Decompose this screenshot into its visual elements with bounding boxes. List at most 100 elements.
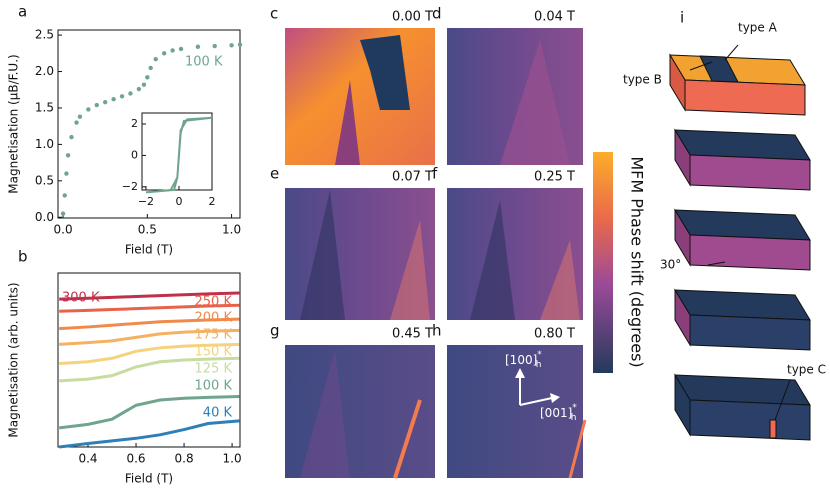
point	[229, 43, 234, 48]
pointer	[724, 44, 739, 61]
series-label: 100 K	[185, 55, 223, 70]
colorbar	[593, 152, 613, 373]
series-label: 300 K	[62, 291, 100, 306]
arrow-head	[550, 393, 560, 403]
point	[145, 75, 150, 80]
domain	[540, 240, 580, 320]
panel-letter: a	[18, 3, 27, 21]
mfm-images: MFM Phase shift (degrees)	[285, 28, 647, 479]
series-line	[59, 291, 240, 301]
point	[60, 211, 66, 216]
point	[62, 193, 67, 198]
point	[94, 102, 99, 108]
x-tick-label: 0	[175, 195, 182, 208]
point	[64, 171, 69, 176]
diagram: i type A type B 30° type C	[623, 9, 826, 441]
panel-letter: b	[18, 248, 28, 266]
point	[178, 46, 184, 52]
point	[141, 82, 147, 87]
domain	[360, 35, 410, 110]
point	[161, 51, 167, 56]
point	[148, 65, 153, 71]
series-label: 40 K	[203, 406, 233, 421]
field-label: 0.00 T	[392, 10, 433, 25]
x-tick-label: 0.4	[78, 452, 97, 466]
x-tick-label: 1.0	[222, 223, 241, 237]
x-tick-label: 1.0	[223, 452, 242, 466]
series-line	[59, 356, 240, 383]
y-tick-label: 2	[131, 117, 138, 130]
point	[86, 107, 91, 112]
panel-letter: i	[680, 9, 684, 27]
domain-wall	[393, 399, 422, 479]
y-tick-label: 1.0	[35, 137, 54, 151]
direction-label: [100]* h	[505, 350, 542, 370]
series-line	[59, 317, 240, 331]
series-line	[59, 419, 240, 449]
series-line	[59, 328, 240, 346]
point	[119, 94, 125, 99]
domain	[500, 40, 570, 165]
pointer	[707, 261, 726, 266]
point	[69, 134, 74, 140]
x-tick-label: 0.0	[54, 223, 73, 237]
series-line	[59, 395, 240, 430]
field-label: 0.04 T	[534, 10, 575, 25]
point	[77, 114, 83, 119]
x-axis-label: Field (T)	[125, 243, 173, 257]
direction-text: [100]	[505, 353, 537, 367]
panel-letter: d	[432, 5, 442, 23]
arrow-head	[515, 368, 525, 378]
series-label: 200 K	[195, 311, 233, 326]
point	[74, 120, 79, 125]
x-tick-label: −2	[138, 195, 154, 208]
diagram-label: 30°	[660, 258, 681, 272]
point	[65, 153, 71, 158]
point	[153, 56, 158, 62]
point	[195, 44, 201, 49]
field-label: 0.25 T	[534, 170, 575, 185]
direction-sub: h	[536, 360, 542, 370]
diagram-label: type A	[738, 21, 778, 35]
point	[212, 43, 217, 49]
y-axis-label: Magnetisation (μB/F.U.)	[7, 54, 21, 193]
y-tick-label: 0.5	[35, 173, 54, 187]
point	[111, 97, 116, 102]
direction-sup: *	[537, 350, 542, 360]
direction-text: [001]	[540, 406, 572, 420]
mfm-image	[285, 28, 435, 165]
panel-letter: h	[432, 322, 442, 340]
series-label: 125 K	[195, 362, 233, 377]
panel-letter: g	[270, 322, 280, 340]
series-line	[59, 303, 240, 313]
x-tick-label: 0.8	[175, 452, 194, 466]
direction-label: [001]* h	[540, 403, 577, 423]
point	[128, 91, 133, 96]
series-label: 250 K	[195, 295, 233, 310]
x-tick-label: 0.6	[126, 452, 145, 466]
y-tick-label: −2	[122, 180, 138, 193]
y-tick-label: 2.5	[35, 28, 54, 42]
domain	[300, 350, 350, 478]
point	[102, 99, 108, 105]
point	[170, 48, 175, 53]
y-axis-label: Magnetisation (arb. units)	[7, 282, 21, 437]
y-tick-label: 2.0	[35, 64, 54, 78]
panel-letter: e	[270, 165, 279, 183]
pointer	[689, 61, 713, 71]
x-tick-label: 2	[209, 195, 216, 208]
point	[237, 42, 243, 47]
panel-letter: c	[270, 5, 278, 23]
x-tick-label: 0.5	[138, 223, 157, 237]
mfm-image	[447, 345, 583, 478]
panel-letter: f	[432, 165, 438, 183]
domain	[300, 190, 345, 320]
diagram-label: type C	[787, 363, 826, 377]
field-label: 0.45 T	[392, 327, 433, 342]
domain	[390, 220, 430, 320]
direction-sub: h	[571, 413, 577, 423]
domain	[470, 200, 515, 320]
series-label: 175 K	[195, 328, 233, 343]
pointer	[774, 379, 791, 421]
field-label: 0.07 T	[392, 170, 433, 185]
